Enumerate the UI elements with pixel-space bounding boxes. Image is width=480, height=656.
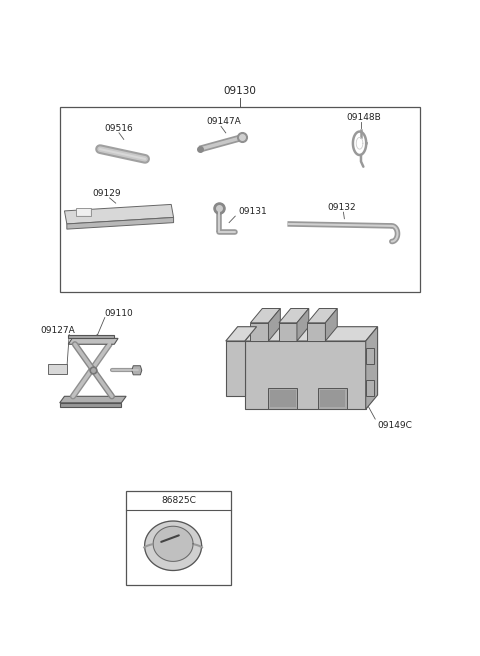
Polygon shape — [268, 308, 280, 341]
Polygon shape — [67, 217, 174, 229]
Polygon shape — [270, 390, 296, 407]
Text: 09110: 09110 — [105, 308, 133, 318]
Polygon shape — [64, 205, 174, 224]
Polygon shape — [60, 396, 126, 403]
Polygon shape — [320, 390, 345, 407]
Polygon shape — [144, 521, 202, 571]
Polygon shape — [245, 341, 366, 409]
Polygon shape — [77, 209, 90, 215]
Polygon shape — [366, 380, 374, 396]
Polygon shape — [48, 365, 67, 373]
Polygon shape — [245, 327, 378, 341]
Polygon shape — [68, 338, 118, 344]
Text: 09516: 09516 — [105, 124, 133, 133]
Text: 09130: 09130 — [224, 87, 256, 96]
Polygon shape — [307, 308, 337, 323]
Bar — [60, 107, 420, 292]
Polygon shape — [132, 366, 142, 375]
Text: 09148B: 09148B — [346, 113, 381, 123]
Text: 09149C: 09149C — [378, 421, 412, 430]
Polygon shape — [366, 348, 374, 364]
Polygon shape — [76, 209, 91, 216]
Text: 09147A: 09147A — [206, 117, 241, 127]
Polygon shape — [318, 388, 347, 409]
Polygon shape — [153, 526, 193, 562]
Polygon shape — [325, 308, 337, 341]
Polygon shape — [68, 335, 114, 338]
Text: 09131: 09131 — [239, 207, 267, 216]
Polygon shape — [366, 327, 378, 409]
Polygon shape — [251, 323, 268, 341]
Text: 09127A: 09127A — [40, 325, 75, 335]
Polygon shape — [353, 132, 366, 155]
Polygon shape — [60, 403, 121, 407]
Polygon shape — [226, 327, 257, 341]
Text: 86825C: 86825C — [161, 496, 196, 505]
Polygon shape — [279, 308, 309, 323]
Polygon shape — [279, 323, 297, 341]
Polygon shape — [297, 308, 309, 341]
Polygon shape — [268, 388, 297, 409]
Polygon shape — [307, 323, 325, 341]
Polygon shape — [226, 341, 245, 396]
Text: 09132: 09132 — [328, 203, 356, 213]
Bar — [126, 491, 230, 585]
Text: 09129: 09129 — [93, 189, 121, 198]
Polygon shape — [251, 308, 280, 323]
